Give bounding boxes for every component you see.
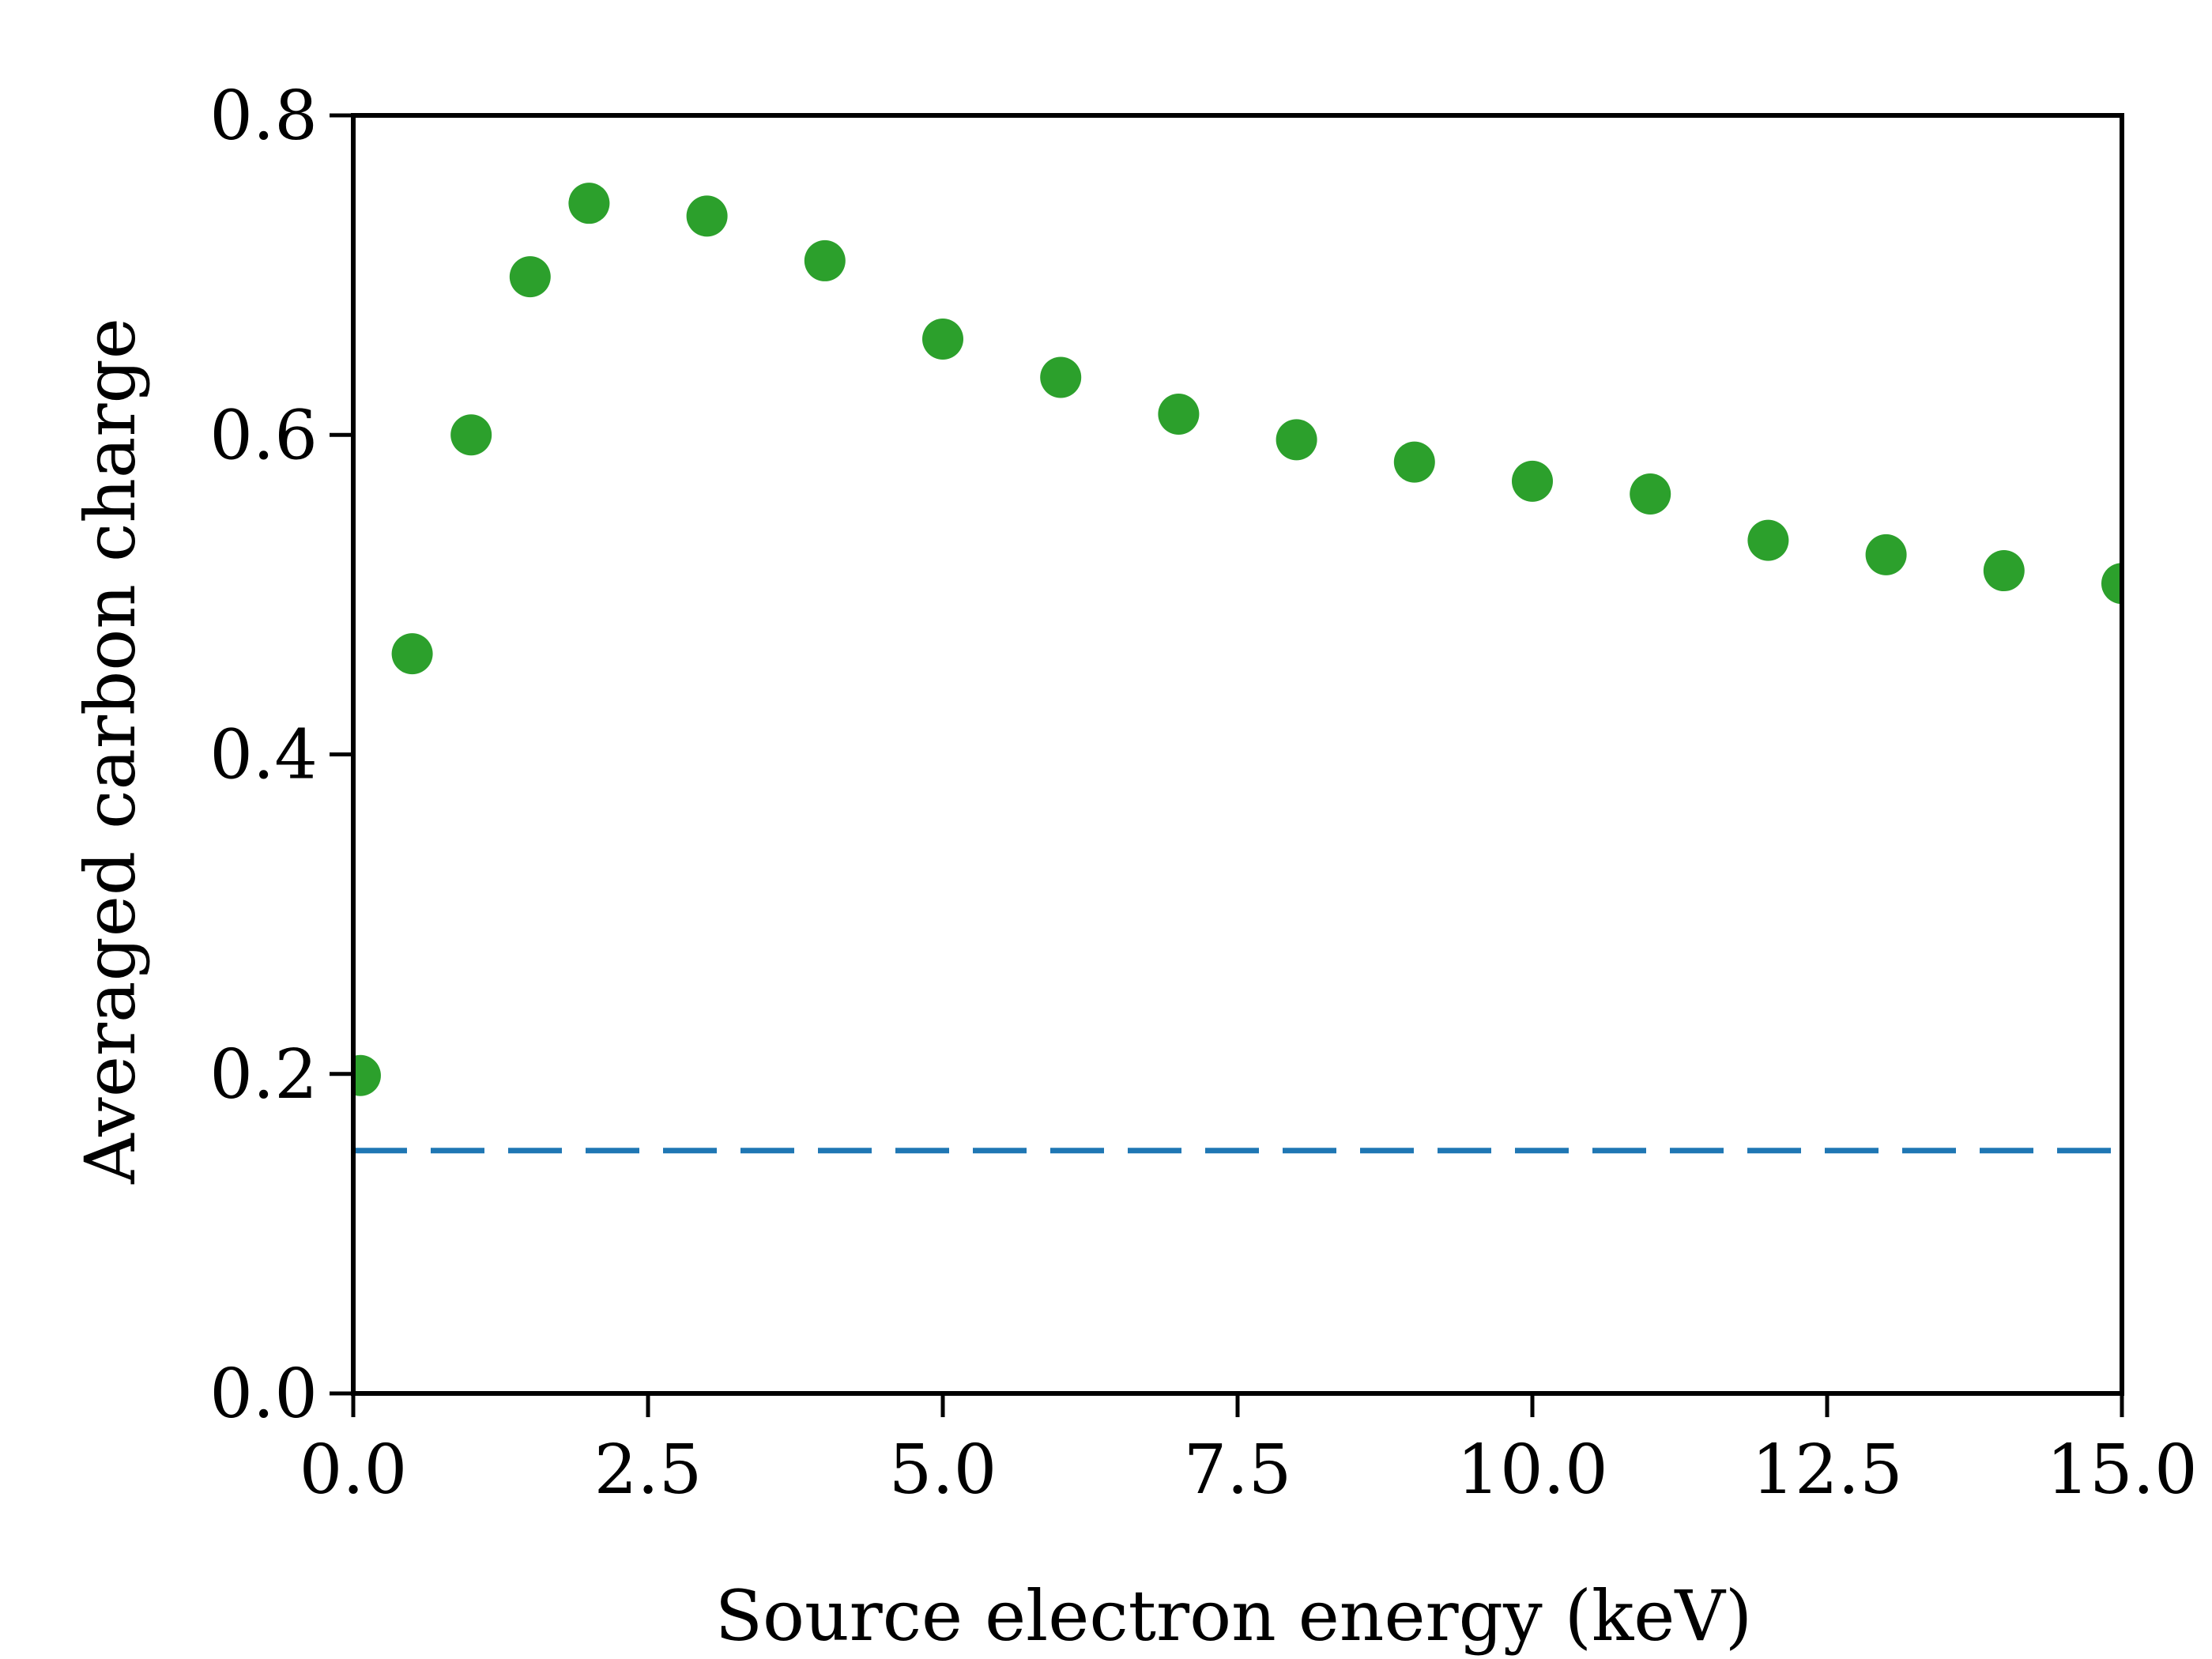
data-point (353, 1054, 381, 1096)
plot-series (353, 183, 2122, 1154)
data-point (450, 414, 492, 456)
data-point (1158, 393, 1200, 435)
data-point (1747, 519, 1789, 561)
x-axis-ticks: 0.0 2.5 5.0 7.5 10.0 12.5 15.0 (300, 1393, 2198, 1510)
data-point (1865, 534, 1907, 575)
data-point (568, 183, 610, 224)
plot-area (353, 183, 2122, 1154)
data-point (509, 256, 551, 298)
data-point (686, 195, 728, 237)
y-tick-label: 0.4 (209, 716, 318, 795)
y-tick-label: 0.6 (209, 396, 318, 475)
data-point (1276, 419, 1317, 461)
data-point (1040, 356, 1082, 398)
x-axis-title: Source electron energy (keV) (715, 1575, 1753, 1657)
data-point (391, 633, 433, 675)
data-point (1630, 473, 1671, 515)
data-point (1393, 441, 1435, 483)
data-point (2101, 563, 2122, 605)
y-axis-ticks: 0.0 0.2 0.4 0.6 0.8 (209, 77, 353, 1434)
x-tick-label: 10.0 (1456, 1431, 1607, 1510)
x-tick-label: 12.5 (1751, 1431, 1902, 1510)
data-point (922, 318, 963, 360)
y-axis-title: Averaged carbon charge (70, 318, 151, 1185)
data-point (1983, 550, 2025, 592)
x-tick-label: 5.0 (889, 1431, 997, 1510)
x-tick-label: 2.5 (594, 1431, 703, 1510)
data-point (1512, 460, 1553, 502)
y-tick-label: 0.2 (209, 1035, 318, 1114)
y-tick-label: 0.0 (209, 1355, 318, 1434)
x-tick-label: 7.5 (1184, 1431, 1292, 1510)
x-tick-label: 15.0 (2046, 1431, 2197, 1510)
x-tick-label: 0.0 (300, 1431, 408, 1510)
data-point (804, 239, 846, 281)
y-tick-label: 0.8 (209, 77, 318, 156)
